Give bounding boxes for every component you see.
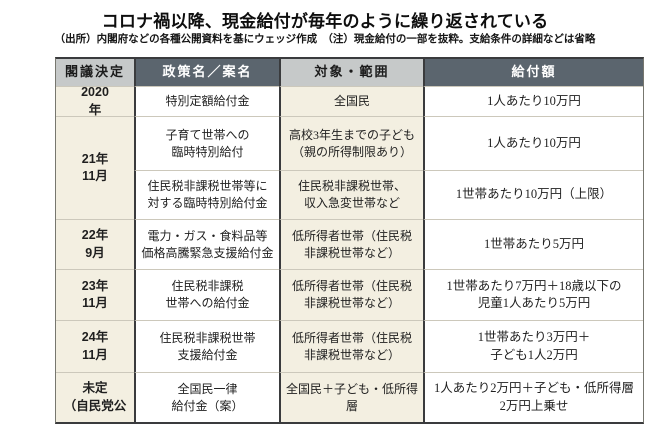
cell-policy: 住民税非課税 世帯への給付金 xyxy=(134,269,279,320)
column-header-amount: 給付額 xyxy=(423,59,643,86)
cell-policy: 住民税非課税世帯 支援給付金 xyxy=(134,320,279,372)
cell-amount: 1世帯あたり3万円＋ 子ども1人2万円 xyxy=(423,320,643,372)
cell-date-undecided: 未定 （自民党公 xyxy=(56,372,134,422)
column-header-cabinet-decision: 閣議決定 xyxy=(56,59,134,86)
cell-policy: 特別定額給付金 xyxy=(134,86,279,116)
cell-target: 全国民＋子ども・低所得層 xyxy=(279,372,423,422)
source-note: （出所）内閣府などの各種公開資料を基にウェッジ作成 （注）現金給付の一部を抜粋。… xyxy=(54,33,596,45)
cell-amount: 1世帯あたり5万円 xyxy=(423,219,643,269)
cell-date-2021-11: 21年 11月 xyxy=(56,116,134,219)
cell-target: 低所得者世帯（住民税 非課税世帯など） xyxy=(279,320,423,372)
cell-amount: 1世帯あたり7万円＋18歳以下の 児童1人あたり5万円 xyxy=(423,269,643,320)
cell-policy: 全国民一律 給付金（案） xyxy=(134,372,279,422)
cell-target: 低所得者世帯（住民税 非課税世帯など） xyxy=(279,219,423,269)
cell-target: 全国民 xyxy=(279,86,423,116)
cell-target: 住民税非課税世帯、 収入急変世帯など xyxy=(279,170,423,219)
cell-policy: 電力・ガス・食料品等 価格高騰緊急支援給付金 xyxy=(134,219,279,269)
cash-handout-table: 閣議決定 政策名／案名 対象・範囲 給付額 2020 年 特別定額給付金 全国民… xyxy=(55,57,644,424)
cell-date-2020: 2020 年 xyxy=(56,85,134,117)
cell-amount: 1人あたり10万円 xyxy=(423,86,643,116)
column-header-policy-name: 政策名／案名 xyxy=(134,59,279,86)
column-header-target-scope: 対象・範囲 xyxy=(279,59,423,86)
cell-target: 高校3年生までの子ども （親の所得制限あり） xyxy=(279,116,423,170)
cell-amount: 1人あたり10万円 xyxy=(423,116,643,170)
cell-policy: 住民税非課税世帯等に 対する臨時特別給付金 xyxy=(134,170,279,219)
cell-policy: 子育て世帯への 臨時特別給付 xyxy=(134,116,279,170)
cell-date-2023-11: 23年 11月 xyxy=(56,269,134,320)
cell-amount: 1世帯あたり10万円（上限） xyxy=(423,170,643,219)
cell-amount: 1人あたり2万円＋子ども・低所得層 2万円上乗せ xyxy=(423,372,643,422)
cell-target: 低所得者世帯（住民税 非課税世帯など） xyxy=(279,269,423,320)
cell-date-2022-09: 22年 9月 xyxy=(56,219,134,269)
page-title: コロナ禍以降、現金給付が毎年のように繰り返されている xyxy=(101,12,549,31)
cell-date-2024-11: 24年 11月 xyxy=(56,320,134,372)
